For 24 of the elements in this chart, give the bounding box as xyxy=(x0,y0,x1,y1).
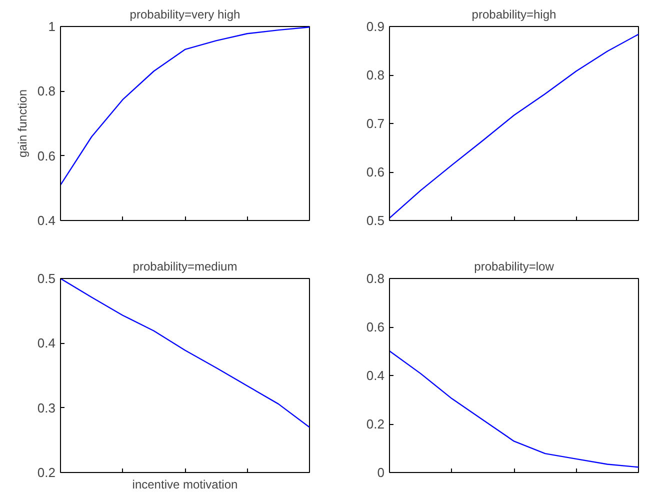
chart-title: probability=low xyxy=(474,260,554,274)
y-tick-label: 0.4 xyxy=(366,368,385,383)
y-tick-label: 0.5 xyxy=(37,271,56,286)
y-tick-label: 0.3 xyxy=(37,400,56,416)
y-tick-label: 0.2 xyxy=(366,416,385,432)
y-tick-label: 0.8 xyxy=(366,68,385,82)
y-tick-label: 0.8 xyxy=(366,271,385,286)
y-tick-label: 0 xyxy=(377,465,385,480)
y-tick-label: 0.6 xyxy=(37,148,56,164)
chart-title: probability=high xyxy=(472,8,556,22)
y-tick-label: 0.6 xyxy=(366,164,385,180)
chart-title: probability=medium xyxy=(132,260,238,274)
y-tick-label: 0.4 xyxy=(37,213,56,228)
chart-title: probability=very high xyxy=(130,8,240,22)
y-tick-label: 0.7 xyxy=(366,116,385,131)
y-tick-label: 0.8 xyxy=(37,84,56,99)
y-tick-label: 0.6 xyxy=(366,320,385,334)
x-axis-title: incentive motivation xyxy=(132,478,238,492)
y-axis-title: gain function xyxy=(15,89,30,158)
y-tick-label: 0.9 xyxy=(366,19,385,34)
y-tick-label: 0.5 xyxy=(366,213,385,228)
y-tick-label: 1 xyxy=(48,19,56,34)
y-tick-label: 0.4 xyxy=(37,336,56,351)
y-tick-label: 0.2 xyxy=(37,465,56,480)
